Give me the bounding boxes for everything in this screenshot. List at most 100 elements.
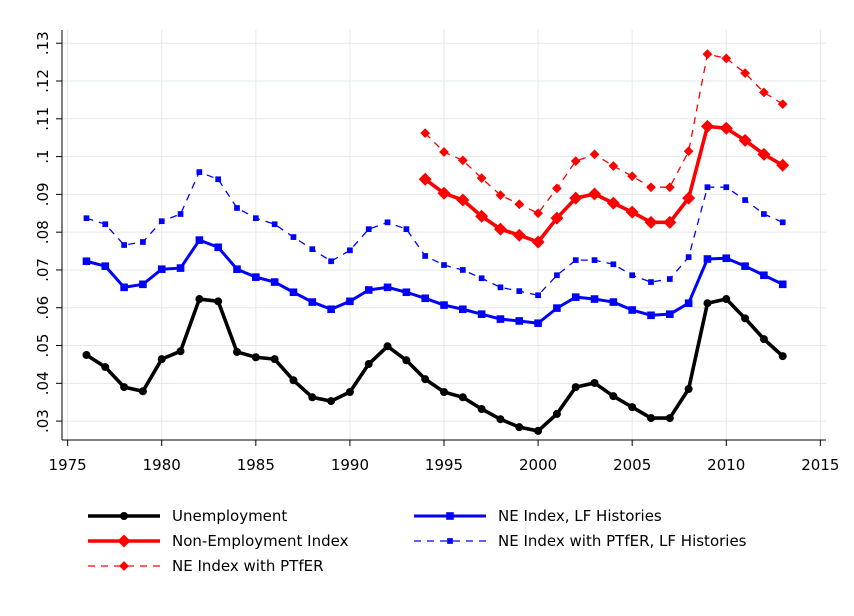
x-tick-label: 1990: [331, 456, 369, 474]
marker: [610, 261, 617, 268]
y-tick-label: .1: [34, 149, 52, 163]
marker: [347, 247, 353, 254]
marker: [251, 353, 260, 362]
marker: [121, 242, 127, 248]
marker: [364, 360, 373, 369]
marker: [759, 335, 768, 344]
marker: [459, 267, 466, 273]
marker: [441, 262, 447, 268]
marker: [588, 187, 602, 201]
marker: [606, 196, 620, 210]
marker: [270, 278, 279, 286]
marker: [364, 286, 373, 294]
marker: [402, 356, 411, 365]
marker: [270, 355, 279, 364]
marker: [82, 350, 91, 359]
legend-label: Non-Employment Index: [172, 532, 349, 550]
marker: [571, 383, 580, 392]
marker: [215, 176, 222, 183]
marker: [779, 219, 786, 226]
marker: [685, 254, 692, 260]
marker: [722, 254, 731, 263]
y-tick-label: .03: [34, 409, 52, 433]
x-tick-label: 1995: [425, 456, 463, 474]
marker: [627, 171, 638, 182]
marker: [177, 211, 184, 217]
marker: [778, 280, 787, 289]
legend-label: NE Index with PTfER, LF Histories: [498, 532, 747, 550]
marker: [437, 186, 451, 200]
marker: [628, 403, 637, 412]
x-tick-label: 1980: [143, 456, 181, 474]
marker: [233, 347, 242, 356]
legend-item: NE Index with PTfER: [88, 557, 324, 575]
marker: [515, 317, 524, 325]
marker: [757, 147, 771, 161]
y-tick-label: .09: [34, 182, 52, 206]
legend-item: NE Index with PTfER, LF Histories: [414, 532, 747, 550]
marker: [738, 133, 752, 147]
marker: [590, 295, 599, 303]
marker: [271, 221, 278, 228]
marker: [440, 388, 448, 397]
marker: [759, 87, 769, 98]
marker: [195, 295, 204, 304]
marker: [534, 319, 542, 328]
marker: [308, 393, 317, 402]
marker: [550, 211, 564, 225]
marker: [554, 272, 560, 279]
marker: [648, 279, 654, 285]
marker: [289, 288, 298, 297]
marker: [101, 262, 110, 270]
marker: [570, 156, 581, 166]
marker: [569, 191, 583, 205]
marker: [157, 265, 166, 273]
marker: [477, 310, 486, 318]
marker: [516, 288, 523, 294]
y-tick-label: .13: [34, 31, 52, 55]
marker: [740, 68, 750, 78]
marker: [139, 280, 147, 289]
marker: [176, 347, 185, 356]
marker: [120, 283, 128, 292]
marker: [625, 205, 639, 219]
marker: [571, 293, 580, 301]
x-tick-label: 2000: [519, 456, 557, 474]
marker: [475, 209, 489, 223]
marker: [138, 387, 147, 396]
marker: [158, 218, 165, 225]
marker: [589, 149, 600, 160]
marker: [684, 384, 693, 393]
marker: [514, 199, 525, 210]
marker: [609, 298, 618, 306]
marker: [646, 414, 655, 423]
marker: [703, 299, 712, 308]
marker: [666, 276, 673, 282]
plot-area: [82, 49, 790, 435]
marker: [666, 310, 674, 318]
marker: [157, 355, 166, 364]
marker: [644, 215, 658, 229]
legend-item: NE Index, LF Histories: [414, 507, 662, 525]
marker: [722, 295, 731, 304]
y-tick-label: .08: [34, 220, 52, 244]
legend-label: NE Index, LF Histories: [498, 507, 662, 525]
marker: [493, 222, 507, 236]
marker: [742, 197, 748, 203]
marker: [552, 409, 561, 418]
marker: [496, 315, 505, 323]
marker: [456, 193, 470, 207]
marker: [628, 306, 636, 314]
x-tick-label: 2015: [801, 456, 839, 474]
marker: [383, 342, 392, 351]
x-tick-label: 1975: [49, 456, 87, 474]
marker: [345, 388, 354, 397]
marker: [102, 221, 109, 228]
marker: [476, 173, 487, 184]
marker: [422, 253, 429, 259]
marker: [719, 121, 733, 135]
legend-item: Non-Employment Index: [88, 532, 349, 550]
x-tick-label: 1985: [237, 456, 275, 474]
marker: [609, 392, 618, 401]
